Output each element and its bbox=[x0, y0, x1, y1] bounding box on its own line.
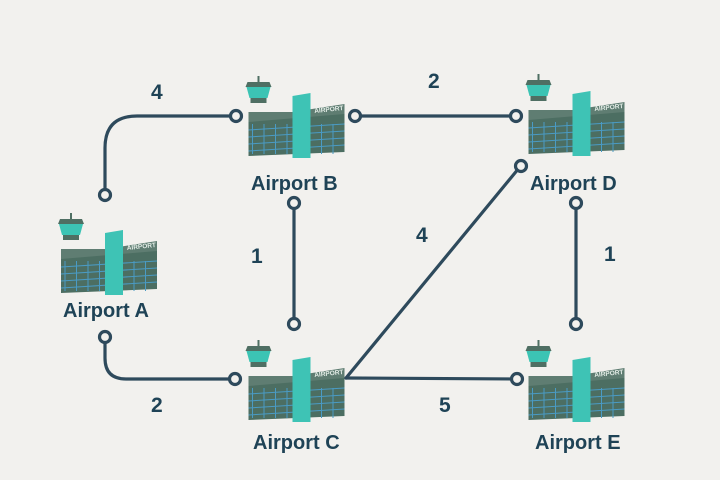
tower-cab bbox=[526, 85, 551, 96]
airport-c-icon: AIRPORT bbox=[245, 340, 345, 422]
tower-cab bbox=[246, 351, 271, 362]
airport-sign: AIRPORT bbox=[594, 103, 624, 113]
accent-column bbox=[292, 93, 311, 158]
tower-base bbox=[63, 235, 79, 240]
tower-base bbox=[250, 362, 267, 367]
connector-e-left bbox=[509, 371, 525, 387]
tower-antenna bbox=[257, 340, 260, 346]
airport-c-label: Airport C bbox=[253, 432, 340, 454]
tower-antenna bbox=[70, 213, 72, 219]
connector-c-top bbox=[286, 316, 302, 332]
tower-roof bbox=[58, 219, 84, 224]
connector-b-left bbox=[228, 108, 244, 124]
tower-roof bbox=[525, 346, 552, 351]
weight-d-e: 1 bbox=[604, 243, 616, 266]
weight-a-b: 4 bbox=[151, 81, 163, 104]
tower-cab bbox=[59, 224, 83, 235]
edge-a-c bbox=[103, 337, 237, 381]
airport-sign: AIRPORT bbox=[594, 369, 624, 379]
edge-c-e bbox=[344, 376, 519, 381]
connector-a-top bbox=[97, 187, 113, 203]
weight-c-e: 5 bbox=[439, 394, 451, 417]
tower-cab bbox=[526, 351, 551, 362]
accent-column bbox=[572, 357, 591, 422]
connector-d-bottom bbox=[568, 195, 584, 211]
airport-a-icon: AIRPORT bbox=[58, 213, 158, 295]
weight-a-c: 2 bbox=[151, 394, 163, 417]
airport-b-icon: AIRPORT bbox=[245, 76, 345, 158]
airport-e-label: Airport E bbox=[535, 432, 621, 454]
airport-d-icon: AIRPORT bbox=[525, 74, 625, 156]
tower-antenna bbox=[537, 340, 540, 346]
tower-base bbox=[530, 362, 547, 367]
connector-d-left bbox=[508, 108, 524, 124]
accent-column bbox=[292, 357, 311, 422]
airport-sign: AIRPORT bbox=[314, 369, 344, 379]
airport-d-label: Airport D bbox=[530, 173, 617, 195]
connector-e-top bbox=[568, 316, 584, 332]
weight-c-d: 4 bbox=[416, 224, 428, 247]
airport-sign: AIRPORT bbox=[314, 105, 344, 115]
airport-a-label: Airport A bbox=[63, 300, 149, 322]
tower-antenna bbox=[537, 74, 540, 80]
connector-b-right bbox=[347, 108, 363, 124]
airport-e-icon: AIRPORT bbox=[525, 340, 625, 422]
accent-column bbox=[572, 91, 591, 156]
weight-b-d: 2 bbox=[428, 70, 440, 93]
tower-cab bbox=[246, 87, 271, 98]
weight-b-c: 1 bbox=[251, 245, 263, 268]
tower-antenna bbox=[257, 76, 260, 82]
connector-d-bottom-left bbox=[513, 158, 529, 174]
connector-a-bottom bbox=[97, 329, 113, 345]
tower-base bbox=[250, 98, 267, 103]
connector-c-left bbox=[227, 371, 243, 387]
edge-c-d bbox=[344, 166, 521, 380]
connector-b-bottom bbox=[286, 195, 302, 211]
airport-sign: AIRPORT bbox=[126, 242, 156, 252]
tower-roof bbox=[245, 346, 272, 351]
edge-a-b bbox=[103, 114, 238, 195]
tower-roof bbox=[245, 82, 272, 87]
airport-b-label: Airport B bbox=[251, 173, 338, 195]
accent-column bbox=[105, 230, 123, 295]
tower-base bbox=[530, 96, 547, 101]
tower-roof bbox=[525, 80, 552, 85]
